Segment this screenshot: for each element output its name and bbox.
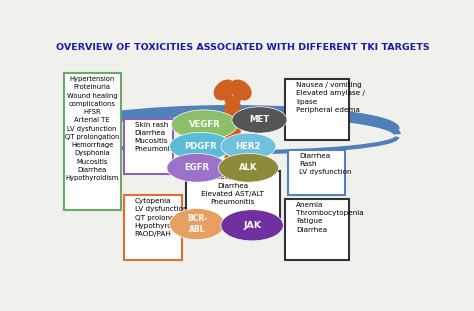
Text: PDGFR: PDGFR	[184, 142, 217, 151]
Text: BCR-
ABL: BCR- ABL	[187, 214, 207, 234]
Text: Diarrhea
Rash
LV dysfunction: Diarrhea Rash LV dysfunction	[299, 153, 352, 175]
Ellipse shape	[221, 210, 283, 241]
Ellipse shape	[171, 110, 237, 140]
FancyBboxPatch shape	[225, 104, 241, 177]
Circle shape	[225, 95, 241, 106]
Ellipse shape	[167, 153, 227, 182]
Text: VEGFR: VEGFR	[189, 120, 220, 129]
Text: MET: MET	[249, 115, 270, 124]
Ellipse shape	[230, 80, 252, 100]
Text: OVERVIEW OF TOXICITIES ASSOCIATED WITH DIFFERENT TKI TARGETS: OVERVIEW OF TOXICITIES ASSOCIATED WITH D…	[56, 43, 430, 52]
Text: Anemia
Thrombocytopenia
Fatigue
Diarrhea: Anemia Thrombocytopenia Fatigue Diarrhea	[296, 202, 364, 233]
FancyBboxPatch shape	[285, 79, 349, 140]
FancyBboxPatch shape	[124, 195, 182, 260]
Ellipse shape	[170, 209, 225, 240]
FancyBboxPatch shape	[186, 171, 280, 222]
Text: EGFR: EGFR	[184, 163, 210, 172]
FancyBboxPatch shape	[285, 199, 349, 260]
Ellipse shape	[219, 153, 279, 182]
FancyBboxPatch shape	[288, 150, 345, 195]
Text: Hypertension
Proteinuria
Wound healing
complications
HFSR
Arterial TE
LV dysfunc: Hypertension Proteinuria Wound healing c…	[65, 76, 119, 181]
Text: Skin rash
Diarrhea
Mucositis
Pneumonitis: Skin rash Diarrhea Mucositis Pneumonitis	[135, 122, 179, 152]
FancyBboxPatch shape	[124, 119, 173, 174]
Text: HER2: HER2	[236, 142, 261, 151]
Text: ALK: ALK	[239, 163, 258, 172]
Text: JAK: JAK	[243, 221, 261, 230]
Ellipse shape	[170, 132, 232, 160]
Ellipse shape	[232, 107, 287, 133]
Ellipse shape	[221, 133, 276, 160]
Text: Cytopenia
LV dysfunction
QT prolongation
Hypothyroidism
PAOD/PAH: Cytopenia LV dysfunction QT prolongation…	[135, 198, 192, 237]
Text: Nausea / vomiting
Elevated amylase /
lipase
Peripheral edema: Nausea / vomiting Elevated amylase / lip…	[296, 82, 365, 113]
Text: Nausea/vomiting
Diarrhea
Elevated AST/ALT
Pneumonitis: Nausea/vomiting Diarrhea Elevated AST/AL…	[201, 174, 264, 205]
Ellipse shape	[214, 80, 236, 100]
FancyBboxPatch shape	[64, 73, 120, 210]
